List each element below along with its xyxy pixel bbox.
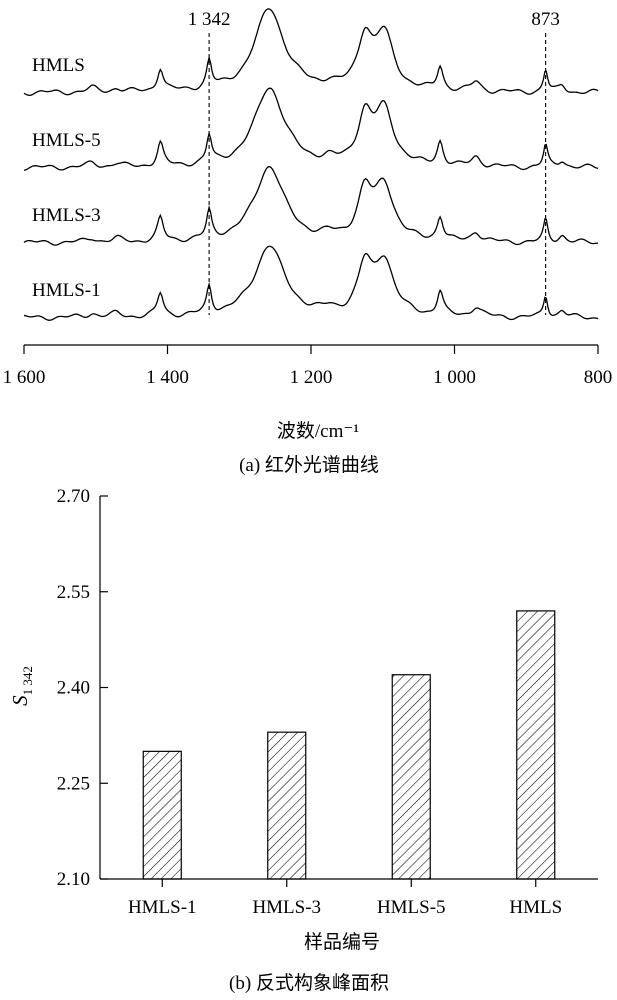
ir-panel-caption: (a) 红外光谱曲线 — [239, 454, 379, 476]
ir-series-label: HMLS-5 — [32, 130, 101, 151]
bar-x-tick-label: HMLS-3 — [252, 897, 321, 918]
ir-x-tick-label: 1 000 — [433, 367, 476, 388]
bar-y-tick-label: 2.25 — [57, 773, 90, 794]
bar — [142, 750, 182, 880]
ir-series-label: HMLS-3 — [32, 205, 101, 226]
ir-x-tick-label: 1 600 — [3, 367, 46, 388]
bar — [516, 610, 556, 880]
bar-y-tick-label: 2.40 — [57, 678, 90, 699]
bar-y-tick-label: 2.55 — [57, 582, 90, 603]
ir-reference-label: 873 — [531, 9, 560, 30]
bar-y-axis-label-main: S — [8, 695, 32, 706]
ir-spectrum-panel: 1 600 1 400 1 200 1 000 800 HMLS HMLS-5 HMLS-3… — [3, 8, 613, 476]
bar-chart-ticks: 2.10 2.25 2.40 2.55 2.70 HMLS-1 HMLS-3 HMLS-5 HM… — [57, 486, 562, 918]
ir-x-tick-label: 800 — [584, 367, 613, 388]
bar-chart-panel: 2.10 2.25 2.40 2.55 2.70 HMLS-1 HMLS-3 HMLS-5 HM… — [8, 486, 598, 994]
ir-curve — [23, 165, 599, 246]
ir-curve — [23, 245, 599, 321]
ir-x-axis-label: 波数/cm⁻¹ — [277, 420, 360, 442]
bar — [391, 674, 431, 880]
bar-y-axis-label: S1 342 — [8, 666, 35, 706]
bar-x-tick-label: HMLS-5 — [377, 897, 446, 918]
ir-series-label: HMLS-1 — [32, 280, 101, 301]
bar-x-tick-label: HMLS — [509, 897, 562, 918]
ir-x-tick-label: 1 200 — [290, 367, 333, 388]
bar-x-tick-label: HMLS-1 — [128, 897, 197, 918]
bar-panel-caption: (b) 反式构象峰面积 — [229, 972, 389, 994]
ir-reference-label: 1 342 — [188, 9, 231, 30]
bar-chart-bars — [142, 610, 556, 880]
bar-y-axis-label-sub: 1 342 — [20, 666, 35, 695]
bar-x-axis-label: 样品编号 — [304, 931, 380, 953]
ir-reference-lines: 1 342 873 — [188, 9, 560, 315]
ir-curve — [23, 87, 599, 171]
bar-y-tick-label: 2.70 — [57, 486, 90, 507]
ir-curve — [23, 8, 599, 96]
ir-curves: HMLS HMLS-5 HMLS-3 HMLS-1 — [23, 8, 599, 321]
ir-x-tick-label: 1 400 — [146, 367, 189, 388]
bar — [267, 731, 307, 880]
bar-y-tick-label: 2.10 — [57, 869, 90, 890]
ir-series-label: HMLS — [32, 55, 85, 76]
ir-x-ticks: 1 600 1 400 1 200 1 000 800 — [3, 345, 613, 388]
